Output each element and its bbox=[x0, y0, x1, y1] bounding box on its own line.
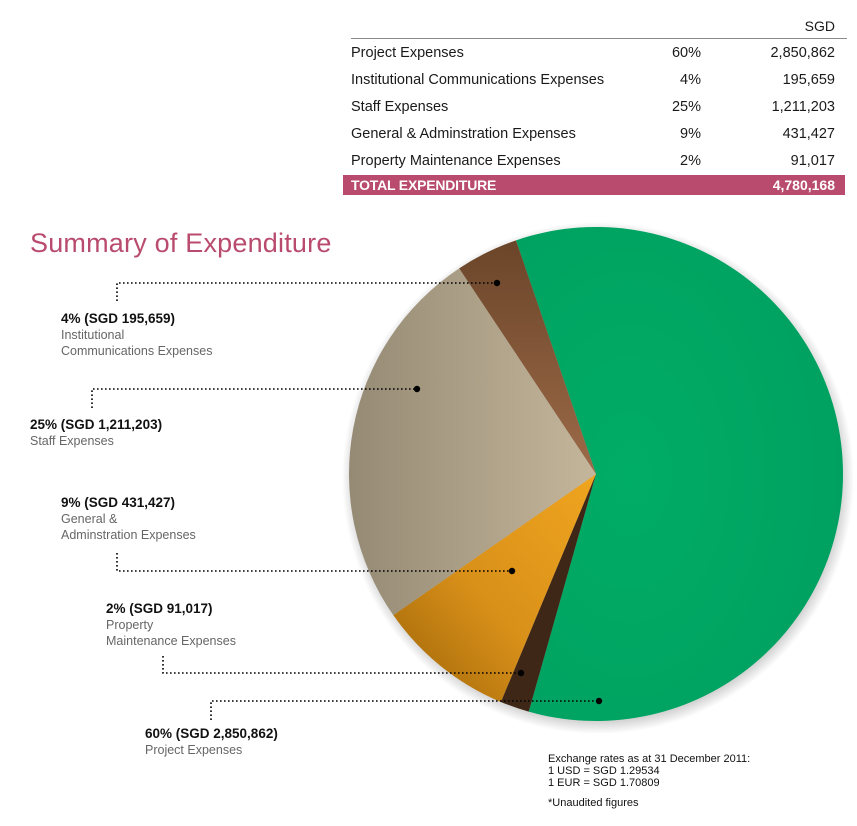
pie-slice-staff bbox=[349, 268, 596, 616]
label-desc: General & bbox=[61, 512, 118, 526]
connector-property-dot bbox=[517, 669, 525, 677]
total-label: TOTAL EXPENDITURE bbox=[351, 177, 497, 193]
total-amount: 4,780,168 bbox=[772, 177, 835, 193]
footnote: *Unaudited figures bbox=[548, 797, 639, 809]
label-property: 2% (SGD 91,017) Property Maintenance Exp… bbox=[106, 601, 236, 649]
exchange-title: Exchange rates as at 31 December 2011: bbox=[548, 753, 751, 765]
currency-header: SGD bbox=[804, 18, 835, 34]
pie-slice-project bbox=[515, 227, 843, 722]
exchange-eur: 1 EUR = SGD 1.70809 bbox=[548, 777, 660, 789]
label-desc: Institutional bbox=[61, 328, 125, 342]
label-desc: Adminstration Expenses bbox=[61, 528, 196, 542]
row-percent: 25% bbox=[671, 99, 701, 115]
row-amount: 1,211,203 bbox=[771, 99, 835, 115]
expenditure-table: SGD Project Expenses 60% 2,850,862 Insti… bbox=[343, 14, 847, 195]
row-amount: 431,427 bbox=[782, 126, 835, 142]
label-value: 9% (SGD 431,427) bbox=[61, 495, 176, 510]
total-row: TOTAL EXPENDITURE 4,780,168 bbox=[343, 175, 845, 195]
label-institutional: 4% (SGD 195,659) Institutional Communica… bbox=[61, 311, 212, 359]
row-percent: 60% bbox=[671, 45, 701, 61]
label-desc: Project Expenses bbox=[145, 743, 243, 757]
row-amount: 195,659 bbox=[782, 72, 835, 88]
table-row: Property Maintenance Expenses 2% 91,017 bbox=[343, 147, 845, 174]
table-header: SGD bbox=[351, 14, 847, 39]
pie-slice-general bbox=[393, 474, 596, 702]
connector-institutional-dot bbox=[493, 279, 501, 287]
connector-project-dot bbox=[595, 697, 603, 705]
row-percent: 9% bbox=[680, 126, 701, 142]
exchange-notes: Exchange rates as at 31 December 2011: 1… bbox=[548, 753, 750, 809]
table-row: General & Adminstration Expenses 9% 431,… bbox=[343, 120, 845, 147]
row-label: Institutional Communications Expenses bbox=[351, 72, 605, 88]
row-percent: 4% bbox=[680, 72, 701, 88]
connector-staff-dot bbox=[413, 385, 421, 393]
label-value: 2% (SGD 91,017) bbox=[106, 601, 213, 616]
label-staff: 25% (SGD 1,211,203) Staff Expenses bbox=[30, 417, 162, 449]
label-project: 60% (SGD 2,850,862) Project Expenses bbox=[145, 726, 278, 758]
label-desc: Property bbox=[106, 618, 154, 632]
connector-property bbox=[162, 656, 521, 674]
label-general: 9% (SGD 431,427) General & Adminstration… bbox=[61, 495, 196, 543]
exchange-usd: 1 USD = SGD 1.29534 bbox=[548, 765, 660, 777]
label-desc: Maintenance Expenses bbox=[106, 634, 236, 648]
table-row: Institutional Communications Expenses 4%… bbox=[343, 66, 845, 93]
label-value: 60% (SGD 2,850,862) bbox=[145, 726, 278, 741]
label-desc: Communications Expenses bbox=[61, 344, 213, 358]
label-value: 4% (SGD 195,659) bbox=[61, 311, 176, 326]
label-value: 25% (SGD 1,211,203) bbox=[30, 417, 163, 432]
chart-title: Summary of Expenditure bbox=[30, 228, 332, 258]
row-amount: 91,017 bbox=[790, 153, 835, 169]
table-row: Project Expenses 60% 2,850,862 bbox=[343, 39, 845, 66]
pie-slice-property bbox=[500, 474, 596, 712]
row-label: Project Expenses bbox=[351, 45, 464, 61]
row-label: Staff Expenses bbox=[351, 99, 449, 115]
pie-slice-institutional bbox=[459, 240, 596, 474]
row-percent: 2% bbox=[680, 153, 701, 169]
row-label: General & Adminstration Expenses bbox=[351, 126, 576, 142]
connector-general-dot bbox=[508, 567, 516, 575]
row-label: Property Maintenance Expenses bbox=[351, 153, 561, 169]
table-row: Staff Expenses 25% 1,211,203 bbox=[343, 93, 845, 120]
connector-general bbox=[116, 553, 512, 572]
label-desc: Staff Expenses bbox=[30, 434, 114, 448]
row-amount: 2,850,862 bbox=[770, 45, 835, 61]
